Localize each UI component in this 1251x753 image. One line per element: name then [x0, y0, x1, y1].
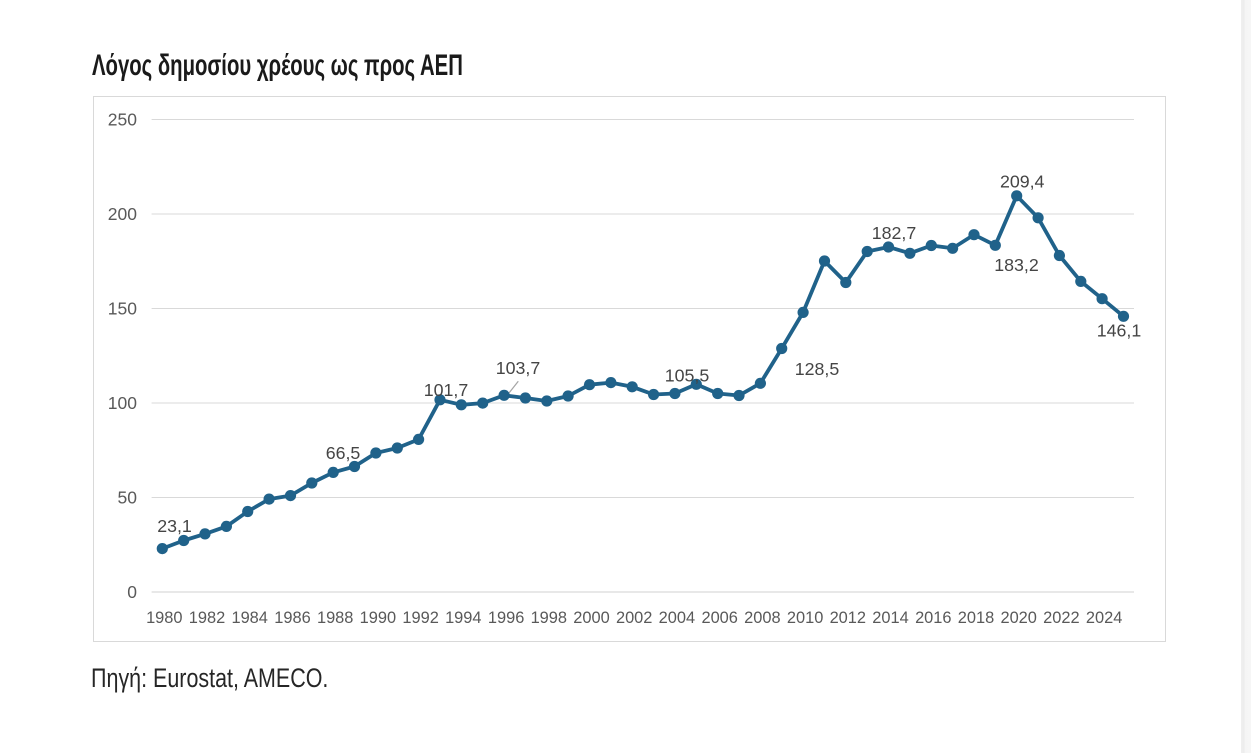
svg-text:103,7: 103,7	[496, 358, 541, 378]
svg-text:2006: 2006	[701, 609, 737, 627]
svg-text:66,5: 66,5	[326, 443, 361, 463]
svg-text:23,1: 23,1	[157, 516, 192, 536]
svg-text:2024: 2024	[1086, 609, 1122, 627]
svg-text:128,5: 128,5	[795, 359, 840, 379]
svg-text:200: 200	[108, 204, 137, 224]
svg-text:146,1: 146,1	[1097, 321, 1142, 341]
svg-text:1994: 1994	[445, 609, 481, 627]
svg-text:1992: 1992	[402, 609, 438, 627]
svg-text:2022: 2022	[1043, 609, 1079, 627]
svg-text:2016: 2016	[915, 609, 951, 627]
svg-text:1982: 1982	[189, 609, 225, 627]
svg-text:2000: 2000	[573, 609, 609, 627]
svg-text:150: 150	[108, 299, 137, 319]
svg-text:0: 0	[127, 582, 137, 602]
svg-text:1996: 1996	[488, 609, 524, 627]
svg-text:182,7: 182,7	[872, 223, 917, 243]
svg-text:2018: 2018	[958, 609, 994, 627]
svg-text:1998: 1998	[531, 609, 567, 627]
svg-text:2004: 2004	[659, 609, 695, 627]
svg-text:2010: 2010	[787, 609, 823, 627]
svg-text:105,5: 105,5	[665, 366, 710, 386]
svg-text:1990: 1990	[360, 609, 396, 627]
svg-text:209,4: 209,4	[1000, 172, 1045, 192]
svg-text:1984: 1984	[231, 609, 267, 627]
svg-text:2012: 2012	[830, 609, 866, 627]
svg-text:2008: 2008	[744, 609, 780, 627]
svg-text:1986: 1986	[274, 609, 310, 627]
svg-text:1988: 1988	[317, 609, 353, 627]
svg-text:1980: 1980	[146, 609, 182, 627]
svg-text:100: 100	[108, 393, 137, 413]
svg-text:101,7: 101,7	[424, 380, 469, 400]
svg-text:50: 50	[118, 488, 138, 508]
svg-text:250: 250	[108, 110, 137, 130]
svg-text:2002: 2002	[616, 609, 652, 627]
svg-text:183,2: 183,2	[994, 255, 1039, 275]
svg-text:2014: 2014	[872, 609, 908, 627]
svg-text:2020: 2020	[1000, 609, 1036, 627]
